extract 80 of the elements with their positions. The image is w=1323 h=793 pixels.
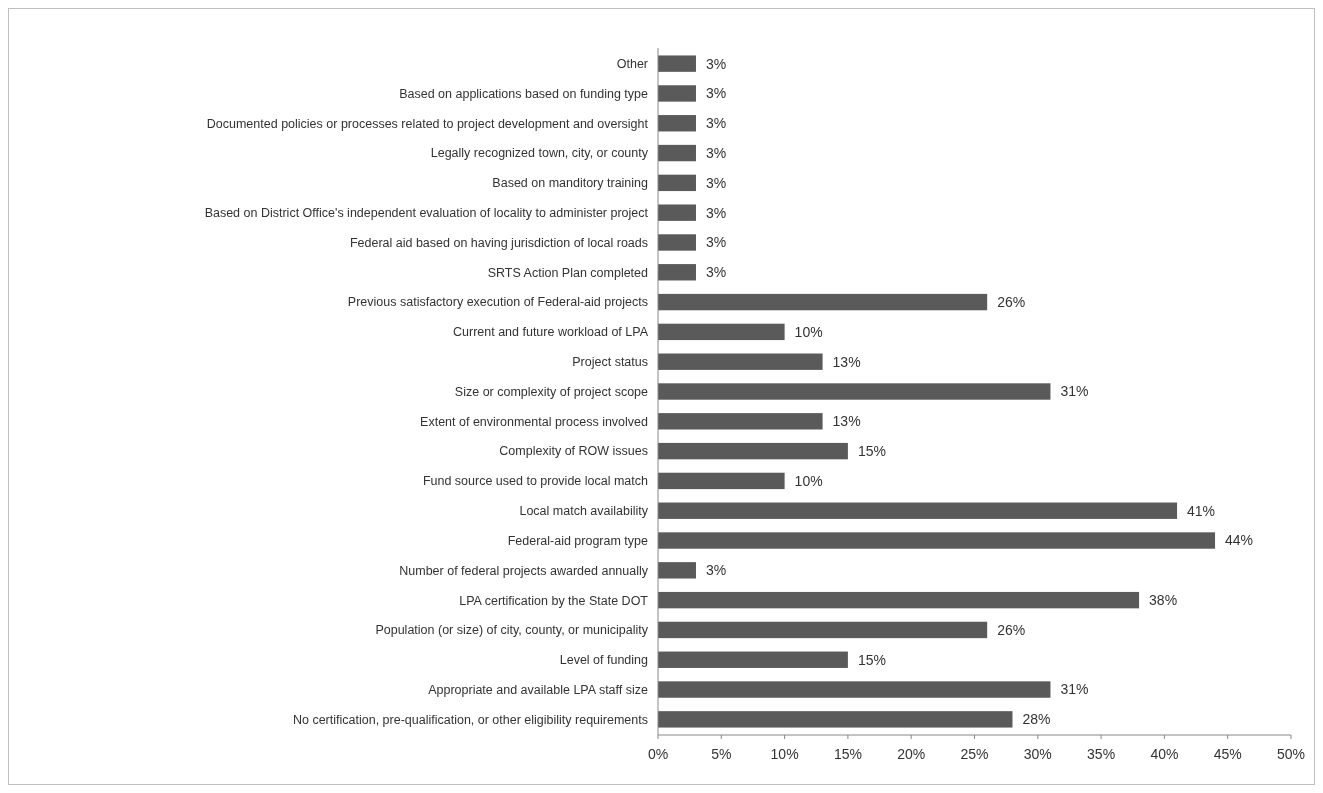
data-label: 10% (794, 472, 823, 489)
data-label: 3% (705, 174, 727, 191)
bar (658, 234, 696, 251)
bar (658, 562, 696, 579)
data-label: 26% (997, 293, 1026, 310)
y-tick-label: Appropriate and available LPA staff size (428, 682, 649, 697)
bar (658, 264, 696, 281)
y-tick-label: Legally recognized town, city, or county (430, 146, 649, 161)
x-tick-label: 30% (1023, 746, 1052, 762)
data-label: 3% (705, 234, 727, 251)
x-tick-label: 45% (1213, 746, 1242, 762)
x-tick-label: 0% (647, 746, 669, 762)
data-label: 15% (857, 443, 886, 460)
x-tick-label: 25% (960, 746, 989, 762)
y-tick-label: SRTS Action Plan completed (487, 265, 649, 280)
x-tick-label: 5% (711, 746, 732, 762)
data-label: 13% (832, 413, 861, 430)
bar (658, 144, 696, 162)
bar (658, 442, 848, 460)
x-tick-label: 35% (1087, 746, 1116, 762)
bar (658, 621, 988, 639)
data-label: 3% (705, 85, 727, 102)
bar (658, 323, 785, 341)
y-tick-label: Size or complexity of project scope (454, 384, 649, 399)
data-label: 3% (705, 115, 727, 132)
y-tick-label: Fund source used to provide local match (422, 474, 649, 489)
y-tick-label: Previous satisfactory execution of Federal-aid projects (347, 295, 648, 310)
bar (658, 85, 696, 102)
bar (658, 174, 696, 192)
data-label: 31% (1060, 383, 1089, 400)
y-tick-label: LPA certification by the State DOT (459, 593, 649, 608)
y-tick-label: Other (616, 57, 648, 72)
data-label: 28% (1022, 711, 1051, 728)
y-tick-label: Level of funding (559, 653, 649, 668)
data-label: 13% (832, 353, 861, 370)
bar (658, 681, 1051, 698)
data-label: 15% (857, 651, 886, 668)
x-tick-label: 20% (897, 746, 926, 762)
bar (658, 353, 823, 370)
x-tick-label: 40% (1150, 746, 1179, 762)
x-tick-label: 50% (1276, 746, 1306, 762)
y-tick-label: Federal-aid program type (507, 533, 649, 548)
data-label: 3% (705, 144, 727, 161)
y-tick-label: Current and future workload of LPA (452, 325, 649, 340)
y-tick-label: Based on District Office's independent evaluation of locality to administer project (204, 206, 649, 221)
data-label: 3% (705, 562, 727, 579)
y-tick-label: Federal aid based on having jurisdiction of local roads (349, 235, 648, 250)
bar (658, 204, 696, 221)
y-tick-label: Number of federal projects awarded annually (399, 563, 649, 578)
bar (658, 651, 848, 668)
data-label: 44% (1225, 532, 1254, 549)
bar (658, 472, 785, 490)
bar (658, 293, 988, 311)
data-label: 26% (997, 621, 1026, 638)
bar (658, 413, 823, 430)
y-tick-label: Local match availability (519, 504, 649, 519)
y-tick-label: Based on applications based on funding type (399, 86, 649, 101)
y-tick-label: Extent of environmental process involved (420, 414, 649, 429)
y-tick-label: Population (or size) of city, county, or municipality (375, 623, 649, 638)
data-label: 41% (1187, 502, 1216, 519)
y-tick-label: Project status (572, 355, 648, 370)
data-label: 31% (1060, 681, 1089, 698)
bar (658, 591, 1140, 609)
bar (658, 711, 1013, 728)
data-label: 3% (705, 264, 727, 281)
y-tick-label: Based on manditory training (492, 176, 649, 191)
x-tick-label: 10% (770, 746, 799, 762)
y-tick-label: Complexity of ROW issues (499, 444, 648, 459)
bar (658, 115, 696, 132)
y-tick-label: Documented policies or processes related to project development and oversight (206, 116, 649, 131)
bar (658, 383, 1051, 400)
data-label: 38% (1149, 592, 1178, 609)
bar (658, 532, 1216, 549)
data-label: 10% (794, 323, 823, 340)
x-tick-label: 15% (833, 746, 862, 762)
y-tick-label: No certification, pre-qualification, or other eligibility requirements (292, 712, 648, 727)
bar (658, 502, 1178, 519)
bar (658, 55, 696, 72)
data-label: 3% (705, 204, 727, 221)
data-label: 3% (705, 55, 727, 72)
